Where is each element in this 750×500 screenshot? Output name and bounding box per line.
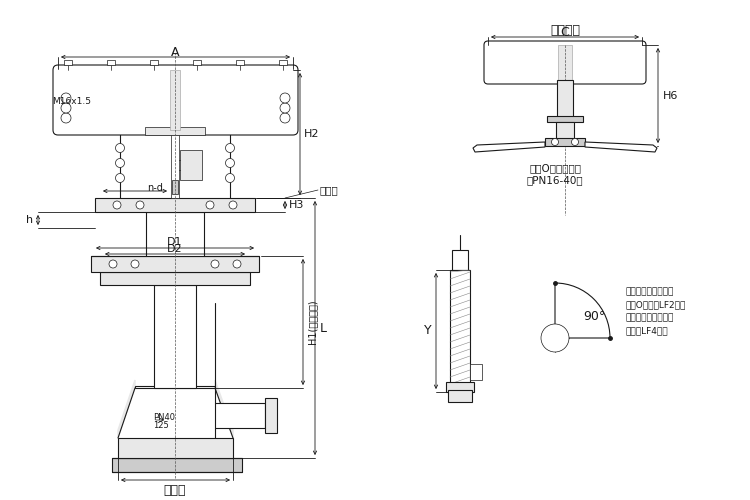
Bar: [146, 212, 204, 256]
Circle shape: [280, 93, 290, 103]
Text: D2: D2: [167, 244, 183, 254]
Text: （PN16-40）: （PN16-40）: [526, 175, 584, 185]
Text: 肩圈（LF4）。: 肩圈（LF4）。: [625, 326, 668, 336]
Text: 低温型: 低温型: [164, 484, 186, 496]
Bar: [215, 403, 265, 428]
Text: 顶式手轮: 顶式手轮: [550, 24, 580, 36]
Bar: [100, 272, 250, 285]
Bar: [450, 270, 470, 387]
Circle shape: [109, 260, 117, 268]
Bar: [448, 390, 472, 402]
Bar: [265, 398, 277, 433]
Bar: [107, 60, 115, 65]
Circle shape: [229, 201, 237, 209]
Text: D1: D1: [167, 237, 183, 247]
Circle shape: [116, 174, 124, 182]
Bar: [446, 382, 474, 392]
Circle shape: [116, 158, 124, 168]
Text: L: L: [320, 322, 327, 334]
Circle shape: [61, 93, 71, 103]
Bar: [180, 150, 202, 180]
Text: H1(保温长度): H1(保温长度): [307, 300, 317, 344]
Polygon shape: [120, 130, 147, 198]
Circle shape: [572, 138, 578, 145]
Circle shape: [113, 201, 121, 209]
Text: 低温调节阀法兰采用: 低温调节阀法兰采用: [625, 288, 674, 296]
Text: A: A: [171, 46, 179, 59]
Circle shape: [280, 103, 290, 113]
Bar: [547, 116, 583, 122]
Polygon shape: [118, 380, 135, 438]
Text: n-d: n-d: [147, 183, 163, 193]
Bar: [171, 130, 179, 198]
Text: H2: H2: [304, 129, 320, 139]
Text: 封，可根据用户配铝: 封，可根据用户配铝: [625, 314, 674, 322]
Bar: [193, 60, 201, 65]
Polygon shape: [473, 142, 545, 152]
Circle shape: [226, 144, 235, 152]
Text: M16x1.5: M16x1.5: [52, 98, 91, 106]
Bar: [557, 80, 573, 118]
Bar: [147, 128, 203, 132]
Circle shape: [61, 103, 71, 113]
Text: 金属O型圈槽尺寸: 金属O型圈槽尺寸: [529, 163, 581, 173]
Circle shape: [226, 174, 235, 182]
Bar: [95, 198, 255, 212]
Bar: [170, 70, 180, 130]
Text: h: h: [26, 215, 33, 225]
FancyBboxPatch shape: [53, 65, 298, 135]
Bar: [135, 386, 215, 388]
Bar: [150, 60, 158, 65]
Circle shape: [116, 144, 124, 152]
Circle shape: [226, 158, 235, 168]
Text: 125: 125: [153, 420, 169, 430]
FancyBboxPatch shape: [484, 41, 646, 84]
Bar: [236, 60, 244, 65]
Text: Y: Y: [424, 324, 432, 338]
Bar: [112, 458, 242, 472]
Bar: [279, 60, 287, 65]
Text: PN40: PN40: [153, 414, 175, 422]
Text: 90°: 90°: [583, 310, 605, 322]
Bar: [154, 285, 196, 388]
Circle shape: [233, 260, 241, 268]
Wedge shape: [555, 283, 610, 338]
Polygon shape: [215, 380, 233, 438]
Text: 连接板: 连接板: [320, 185, 339, 195]
Bar: [118, 438, 233, 458]
Bar: [470, 364, 482, 380]
Text: C: C: [560, 26, 569, 38]
Polygon shape: [585, 142, 657, 152]
Bar: [91, 256, 259, 272]
Text: 金属O形圈（LF2）密: 金属O形圈（LF2）密: [625, 300, 686, 310]
Bar: [64, 60, 72, 65]
Circle shape: [541, 324, 569, 352]
Circle shape: [211, 260, 219, 268]
Polygon shape: [203, 130, 230, 198]
Bar: [545, 138, 585, 146]
Bar: [452, 250, 468, 270]
Bar: [556, 122, 574, 140]
Bar: [558, 45, 572, 80]
Circle shape: [131, 260, 139, 268]
Circle shape: [551, 138, 559, 145]
Text: H6: H6: [663, 91, 678, 101]
Circle shape: [61, 113, 71, 123]
Circle shape: [136, 201, 144, 209]
Circle shape: [280, 113, 290, 123]
Bar: [172, 180, 178, 194]
Text: H3: H3: [289, 200, 304, 210]
Circle shape: [206, 201, 214, 209]
Bar: [145, 127, 205, 135]
